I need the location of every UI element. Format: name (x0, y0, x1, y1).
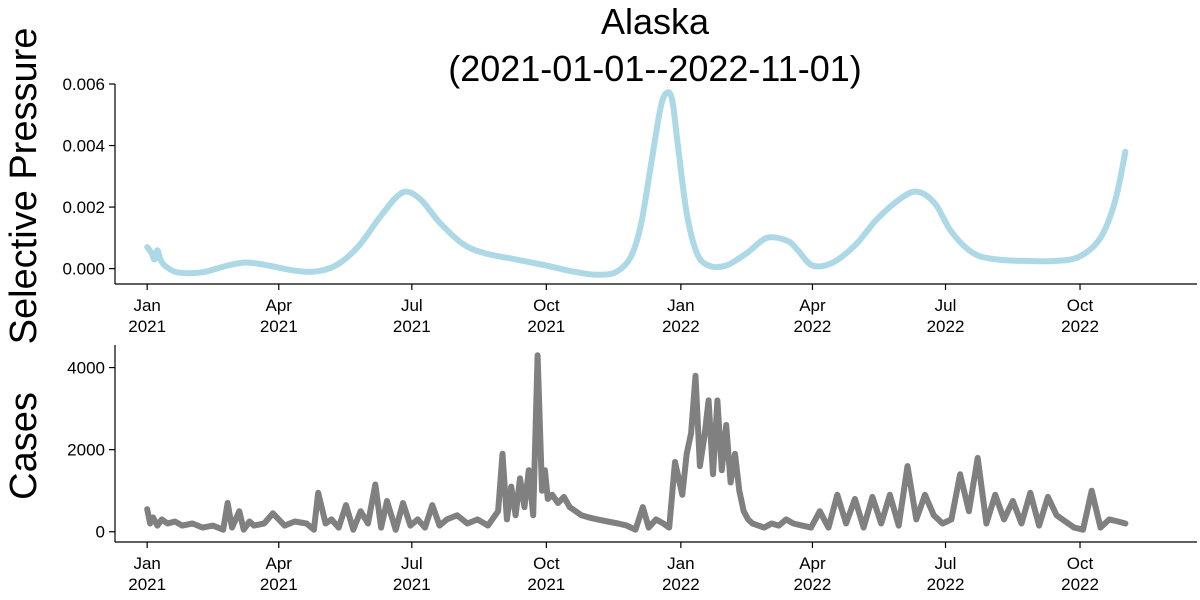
bottom-ytick-label: 4000 (67, 359, 105, 378)
top-ylabel: Selective Pressure (3, 28, 45, 345)
cases-line (144, 352, 1129, 533)
bottom-xtick-label-year: 2021 (260, 575, 298, 594)
top-xtick-label-month: Jan (133, 296, 160, 315)
bottom-xtick-label-month: Oct (533, 554, 560, 573)
bottom-xtick-label-month: Jul (935, 554, 957, 573)
top-xtick-label-month: Oct (1067, 296, 1094, 315)
bottom-xtick-label-year: 2022 (794, 575, 832, 594)
top-xtick-label-year: 2021 (527, 317, 565, 336)
top-xtick-label-month: Jan (667, 296, 694, 315)
bottom-ytick-label: 2000 (67, 441, 105, 460)
bottom-xtick-label-month: Jul (401, 554, 423, 573)
chart-title-line2: (2021-01-01--2022-11-01) (448, 48, 862, 89)
top-xtick-label-month: Jul (401, 296, 423, 315)
selective-pressure-panel: 0.000 0.002 0.004 0.006 Jan 2021 Apr 2021 Jul 20… (62, 75, 1197, 336)
chart-title-line1: Alaska (601, 1, 710, 42)
top-xtick-label-year: 2022 (794, 317, 832, 336)
top-ytick-label: 0.002 (62, 198, 105, 217)
top-xtick-label-year: 2021 (128, 317, 166, 336)
top-ytick-label: 0.006 (62, 75, 105, 94)
bottom-xtick-label-year: 2022 (662, 575, 700, 594)
top-xtick-label-year: 2021 (393, 317, 431, 336)
bottom-xtick-label-year: 2021 (527, 575, 565, 594)
top-xtick-label-year: 2021 (260, 317, 298, 336)
top-xtick-label-year: 2022 (662, 317, 700, 336)
bottom-ytick-label: 0 (96, 523, 105, 542)
cases-panel: 0 2000 4000 Jan 2021 Apr 2021 Jul 2021 Oct 2021 Ja… (67, 345, 1197, 594)
bottom-xtick-label-year: 2021 (393, 575, 431, 594)
bottom-xtick-label-month: Apr (266, 554, 293, 573)
top-ytick-label: 0.000 (62, 260, 105, 279)
bottom-ylabel: Cases (3, 392, 45, 500)
top-xtick-label-month: Oct (533, 296, 560, 315)
top-xtick-label-month: Apr (266, 296, 293, 315)
bottom-xtick-label-month: Oct (1067, 554, 1094, 573)
top-ytick-label: 0.004 (62, 137, 105, 156)
bottom-xtick-label-year: 2022 (927, 575, 965, 594)
bottom-xtick-label-month: Apr (799, 554, 826, 573)
top-xtick-label-year: 2022 (1061, 317, 1099, 336)
top-xtick-label-year: 2022 (927, 317, 965, 336)
bottom-xtick-label-year: 2022 (1061, 575, 1099, 594)
bottom-xtick-label-year: 2021 (128, 575, 166, 594)
top-xtick-label-month: Apr (799, 296, 826, 315)
bottom-xtick-label-month: Jan (133, 554, 160, 573)
top-xtick-label-month: Jul (935, 296, 957, 315)
selective-pressure-line (144, 89, 1129, 278)
bottom-xtick-label-month: Jan (667, 554, 694, 573)
